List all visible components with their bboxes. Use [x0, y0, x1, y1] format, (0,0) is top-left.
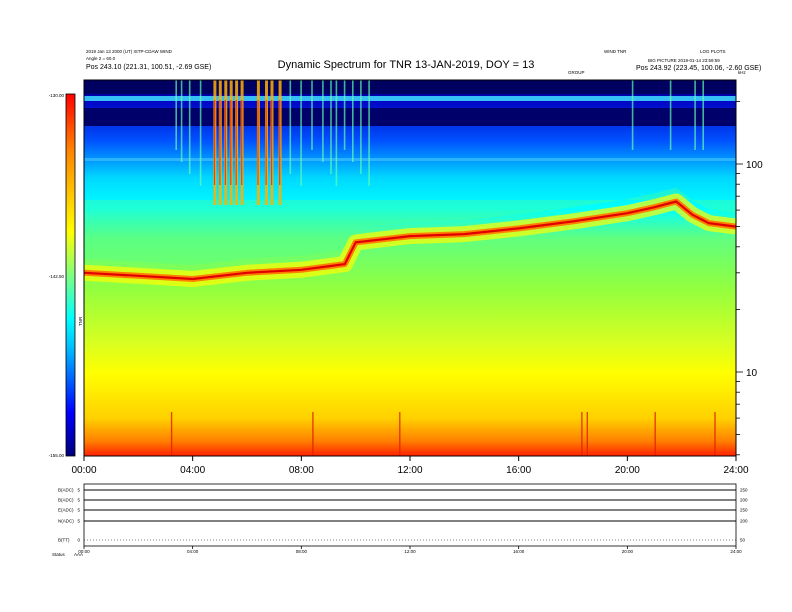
- header-left-pos: Pos 243.10 (221.31, 100.51, -2.69 GSE): [86, 64, 211, 71]
- status-value: AAA: [74, 552, 83, 557]
- radio-burst-core: [213, 100, 216, 185]
- colorbar-top-label: -130.00: [49, 93, 65, 98]
- y-tick-label: 10: [746, 368, 758, 379]
- plasma-line-core: [83, 200, 737, 281]
- panel-row-right-value: 250: [740, 488, 748, 493]
- x-tick-label: 04:00: [180, 465, 205, 476]
- panel-row-label: E(ADC): [58, 508, 74, 513]
- panel-row-left-value: 5: [77, 498, 80, 503]
- header-right-line2: LOG PLOTS: [700, 49, 726, 54]
- x-tick-label: 00:00: [71, 465, 96, 476]
- header-left-line2: Angle 2 = 60.0: [86, 56, 116, 61]
- radio-burst-core: [279, 100, 281, 185]
- header-right-line1: WIND TNR: [604, 49, 627, 54]
- panel-x-tick-label: 00:00: [78, 549, 90, 554]
- radio-burst-streak: [669, 80, 672, 150]
- radio-burst-core: [230, 100, 232, 185]
- low-frequency-spike: [581, 412, 583, 456]
- spectrogram-background: [84, 80, 736, 456]
- x-tick-label: 12:00: [397, 465, 422, 476]
- radio-burst-streak: [702, 80, 704, 150]
- panel-row-label: B(TT): [58, 538, 70, 543]
- radio-burst-streak: [175, 80, 177, 150]
- khz-label: kHz: [738, 70, 746, 75]
- chart-title: Dynamic Spectrum for TNR 13-JAN-2019, DO…: [278, 59, 535, 71]
- low-frequency-spike: [586, 412, 588, 456]
- radio-burst-core: [265, 100, 267, 185]
- panel-row-left-value: 0: [77, 538, 80, 543]
- x-tick-label: 20:00: [615, 465, 640, 476]
- dark-band-top: [84, 80, 736, 94]
- radio-burst-streak: [322, 80, 324, 162]
- panel-row-right-value: 200: [740, 519, 748, 524]
- radio-burst-core: [235, 100, 237, 185]
- panels-frame: [83, 483, 737, 547]
- x-tick-label: 08:00: [289, 465, 314, 476]
- panel-row-right-value: 50: [740, 538, 746, 543]
- radio-burst-streak: [330, 80, 332, 174]
- radio-burst-streak: [188, 80, 191, 174]
- radio-burst-streak: [360, 80, 362, 174]
- low-frequency-spike: [170, 412, 173, 456]
- upper-green-region: [84, 187, 736, 273]
- low-frequency-spike: [714, 412, 716, 456]
- panel-x-tick-label: 12:00: [404, 549, 416, 554]
- low-frequency-spike: [654, 412, 656, 456]
- radio-burst-streak: [368, 80, 370, 186]
- colorbar-bottom-label: -155.00: [49, 453, 65, 458]
- panel-x-tick-label: 16:00: [513, 549, 525, 554]
- colorbar-mid-label: -142.50: [49, 274, 65, 279]
- radio-burst-streak: [694, 80, 696, 150]
- radio-burst-streak: [335, 80, 338, 186]
- panel-x-tick-label: 08:00: [296, 549, 308, 554]
- x-tick-label: 24:00: [723, 465, 748, 476]
- panel-row-right-value: 200: [740, 498, 748, 503]
- radio-burst-core: [224, 100, 226, 185]
- radio-burst-streak: [311, 80, 313, 150]
- panel-x-tick-label: 20:00: [622, 549, 634, 554]
- panel-row-left-value: 5: [77, 519, 80, 524]
- colorbar-unit-label: TNR: [78, 316, 83, 326]
- header-left-line1: 2019 Jan 13 2000 (UT) ISTP-CDAW WIND: [86, 49, 173, 54]
- radio-burst-core: [241, 100, 243, 185]
- panel-row-label: N(ADC): [58, 519, 74, 524]
- panel-row-left-value: 5: [77, 508, 80, 513]
- spectrogram: [83, 79, 738, 457]
- panel-x-tick-label: 04:00: [187, 549, 199, 554]
- radio-burst-streak: [300, 80, 302, 186]
- x-tick-label: 16:00: [506, 465, 531, 476]
- radio-burst-streak: [343, 80, 346, 150]
- radio-burst-core: [271, 100, 273, 185]
- panel-x-tick-label: 24:00: [730, 549, 742, 554]
- low-frequency-spike: [312, 412, 314, 456]
- cyan-line-band: [84, 158, 736, 161]
- colorbar: [65, 93, 76, 457]
- panel-row-label: B(ADC): [58, 498, 74, 503]
- panel-row-right-value: 250: [740, 508, 748, 513]
- cyan-streak-band: [84, 96, 736, 101]
- radio-burst-streak: [199, 80, 202, 186]
- status-label: Status: [52, 552, 66, 557]
- header-right-line3: BIG PICTURE 2019-01-14 23:59:59: [648, 58, 720, 63]
- band-label: GROUP: [568, 70, 585, 75]
- panel-row-left-value: 5: [77, 488, 80, 493]
- radio-burst-streak: [352, 80, 354, 162]
- radio-burst-core: [257, 100, 259, 185]
- header-right-pos: Pos 243.92 (223.45, 100.06, -2.60 GSE): [636, 65, 761, 72]
- low-frequency-spike: [399, 412, 401, 456]
- panel-row-label: B(ADC): [58, 488, 74, 493]
- radio-burst-streak: [180, 80, 183, 162]
- y-tick-label: 100: [746, 160, 763, 171]
- radio-burst-streak: [289, 80, 292, 174]
- radio-burst-streak: [631, 80, 634, 150]
- dark-band-mid: [84, 108, 736, 126]
- radio-burst-core: [219, 100, 221, 185]
